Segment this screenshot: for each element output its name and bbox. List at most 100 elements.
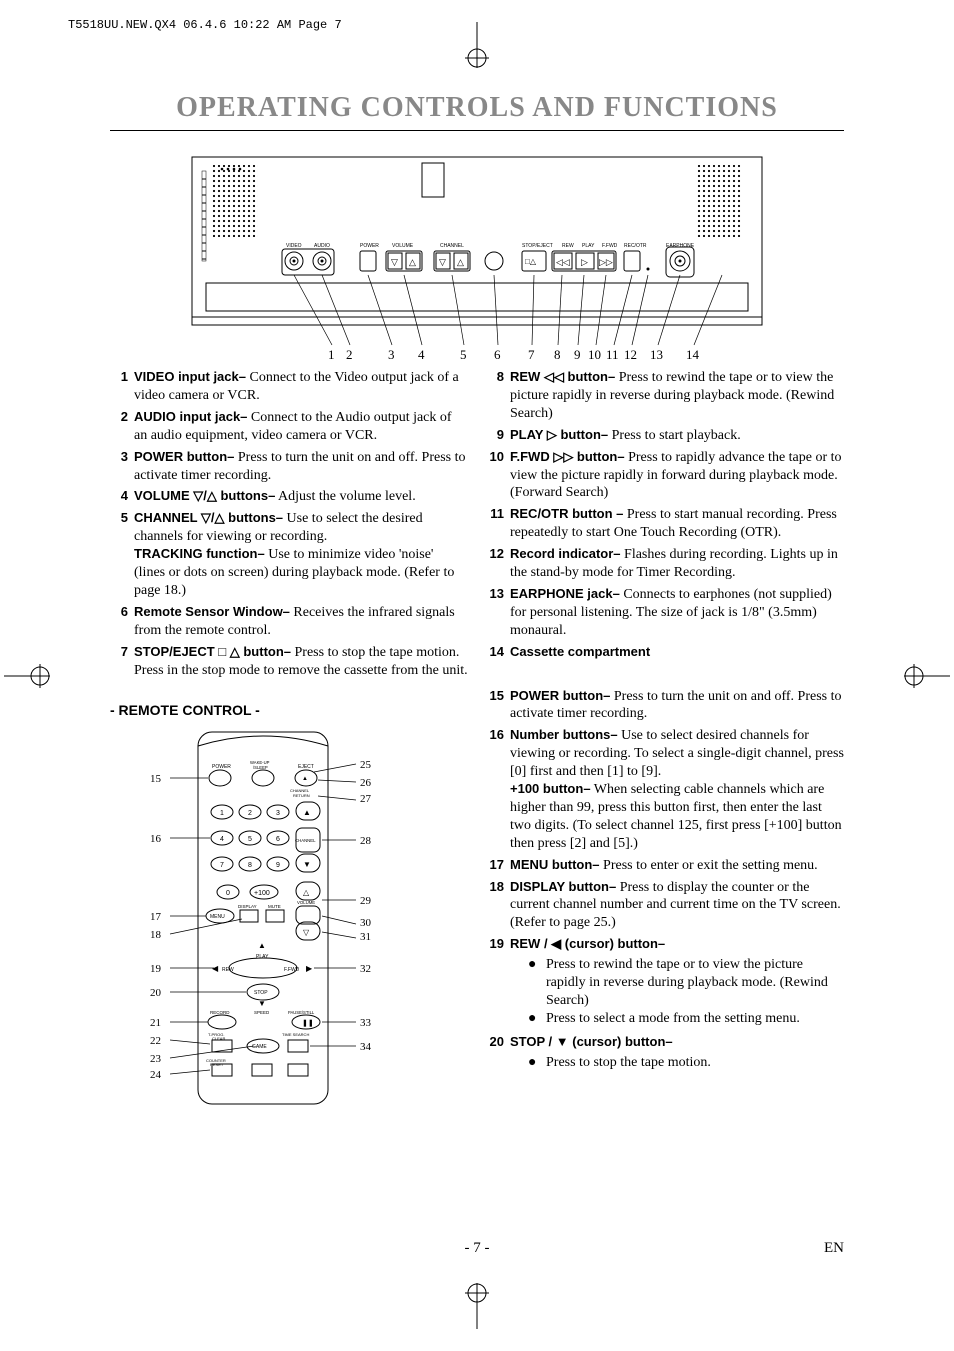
right-column: 8REW ◁◁ button– Press to rewind the tape… bbox=[486, 369, 844, 684]
svg-text:RESET: RESET bbox=[210, 1062, 224, 1067]
item-number: 18 bbox=[486, 879, 504, 933]
svg-text:TIME SEARCH: TIME SEARCH bbox=[282, 1032, 309, 1037]
item-text: Adjust the volume level. bbox=[275, 489, 415, 504]
svg-text:▼: ▼ bbox=[258, 999, 266, 1008]
list-item: 16Number buttons– Use to select desired … bbox=[486, 727, 844, 852]
list-item: 12Record indicator– Flashes during recor… bbox=[486, 546, 844, 582]
item-label: F.FWD ▷▷ button– bbox=[510, 449, 625, 464]
svg-text:+100: +100 bbox=[254, 890, 270, 897]
svg-text:10: 10 bbox=[588, 347, 601, 362]
item-text: Press to start playback. bbox=[608, 428, 741, 443]
svg-text:❚❚: ❚❚ bbox=[302, 1019, 314, 1027]
item-number: 20 bbox=[486, 1034, 504, 1074]
item-label: REW / ◀ (cursor) button– bbox=[510, 936, 665, 951]
item-number: 14 bbox=[486, 644, 504, 662]
svg-text:REC/OTR: REC/OTR bbox=[624, 243, 647, 249]
bullet-item: ●Press to select a mode from the setting… bbox=[528, 1010, 844, 1028]
title-rule bbox=[110, 130, 844, 131]
item-label: EARPHONE jack– bbox=[510, 586, 620, 601]
svg-text:14: 14 bbox=[686, 347, 700, 362]
svg-text:PLAY: PLAY bbox=[582, 243, 595, 249]
item-number: 7 bbox=[110, 644, 128, 680]
svg-text:31: 31 bbox=[360, 931, 371, 943]
svg-text:EJECT: EJECT bbox=[298, 764, 314, 770]
svg-text:▷: ▷ bbox=[581, 257, 588, 267]
svg-text:EARPHONE: EARPHONE bbox=[666, 243, 695, 249]
svg-text:◀: ◀ bbox=[212, 964, 219, 973]
item-label: STOP/EJECT □ △ button– bbox=[134, 644, 291, 659]
svg-text:POWER: POWER bbox=[360, 243, 379, 249]
item-number: 10 bbox=[486, 449, 504, 503]
item-label: AUDIO input jack– bbox=[134, 409, 247, 424]
svg-text:5: 5 bbox=[248, 836, 252, 843]
remote-heading: - REMOTE CONTROL - bbox=[110, 702, 468, 718]
svg-text:CHANNEL: CHANNEL bbox=[440, 243, 464, 249]
svg-text:▷▷: ▷▷ bbox=[599, 257, 613, 267]
device-diagram: VIDEO AUDIO POWER VOLUME CHANNEL STOP/EJ… bbox=[182, 149, 772, 363]
svg-text:21: 21 bbox=[150, 1017, 161, 1029]
svg-text:17: 17 bbox=[150, 911, 162, 923]
svg-text:▽: ▽ bbox=[439, 257, 446, 267]
item-number: 6 bbox=[110, 604, 128, 640]
svg-text:△: △ bbox=[457, 257, 464, 267]
svg-text:▽: ▽ bbox=[391, 257, 398, 267]
svg-text:2: 2 bbox=[346, 347, 353, 362]
svg-text:16: 16 bbox=[150, 833, 162, 845]
svg-text:PAUSE/STILL: PAUSE/STILL bbox=[288, 1010, 315, 1015]
item-number: 15 bbox=[486, 688, 504, 724]
item-number: 19 bbox=[486, 936, 504, 1030]
item-label: POWER button– bbox=[134, 449, 234, 464]
list-item: 5CHANNEL ▽/△ buttons– Use to select the … bbox=[110, 510, 468, 600]
svg-text:4: 4 bbox=[220, 836, 224, 843]
svg-text:12: 12 bbox=[624, 347, 637, 362]
lang-code: EN bbox=[804, 1240, 844, 1257]
item-number: 3 bbox=[110, 449, 128, 485]
svg-text:▽: ▽ bbox=[303, 928, 310, 937]
svg-text:F.FWD: F.FWD bbox=[602, 243, 618, 249]
svg-text:□△: □△ bbox=[525, 257, 537, 266]
svg-text:△: △ bbox=[303, 888, 310, 897]
svg-text:34: 34 bbox=[360, 1041, 372, 1053]
svg-text:18: 18 bbox=[150, 929, 162, 941]
bullet-item: ●Press to rewind the tape or to view the… bbox=[528, 956, 844, 1010]
svg-text:MENU: MENU bbox=[210, 914, 225, 920]
item-number: 4 bbox=[110, 488, 128, 506]
svg-text:29: 29 bbox=[360, 895, 372, 907]
svg-text:REW: REW bbox=[222, 967, 234, 973]
list-item: 2AUDIO input jack– Connect to the Audio … bbox=[110, 409, 468, 445]
svg-text:F.FWD: F.FWD bbox=[284, 967, 300, 973]
registration-mark-bottom-icon bbox=[457, 1283, 497, 1329]
svg-text:POWER: POWER bbox=[212, 764, 231, 770]
svg-text:MUTE: MUTE bbox=[268, 904, 281, 909]
svg-text:▼: ▼ bbox=[303, 860, 311, 869]
svg-text:5: 5 bbox=[460, 347, 467, 362]
remote-diagram: POWER WAKE-UP/SLEEP ▲ EJECT CHANNELRETUR… bbox=[130, 724, 390, 1112]
list-item: 9PLAY ▷ button– Press to start playback. bbox=[486, 427, 844, 445]
svg-text:STOP/EJECT: STOP/EJECT bbox=[522, 243, 553, 249]
svg-text:20: 20 bbox=[150, 987, 162, 999]
svg-text:STOP: STOP bbox=[254, 990, 268, 996]
svg-text:VOLUME: VOLUME bbox=[392, 243, 414, 249]
list-item: 18DISPLAY button– Press to display the c… bbox=[486, 879, 844, 933]
svg-text:25: 25 bbox=[360, 759, 372, 771]
svg-text:9: 9 bbox=[574, 347, 581, 362]
registration-mark-left-icon bbox=[4, 656, 50, 696]
list-item: 1VIDEO input jack– Connect to the Video … bbox=[110, 369, 468, 405]
svg-text:AUDIO: AUDIO bbox=[314, 243, 330, 249]
svg-text:28: 28 bbox=[360, 835, 372, 847]
svg-text:CHANNEL: CHANNEL bbox=[295, 838, 316, 843]
left-column: 1VIDEO input jack– Connect to the Video … bbox=[110, 369, 468, 684]
svg-text:13: 13 bbox=[650, 347, 663, 362]
list-item: 17MENU button– Press to enter or exit th… bbox=[486, 857, 844, 875]
svg-text:◁◁: ◁◁ bbox=[556, 257, 570, 267]
item-label: STOP / ▼ (cursor) button– bbox=[510, 1034, 673, 1049]
svg-text:▶: ▶ bbox=[306, 964, 313, 973]
registration-mark-top-icon bbox=[457, 22, 497, 68]
svg-text:VOLUME: VOLUME bbox=[297, 900, 315, 905]
svg-text:1: 1 bbox=[220, 810, 224, 817]
item-number: 11 bbox=[486, 506, 504, 542]
item-number: 16 bbox=[486, 727, 504, 852]
item-number: 17 bbox=[486, 857, 504, 875]
list-item: 15POWER button– Press to turn the unit o… bbox=[486, 688, 844, 724]
item-label: Number buttons– bbox=[510, 727, 618, 742]
